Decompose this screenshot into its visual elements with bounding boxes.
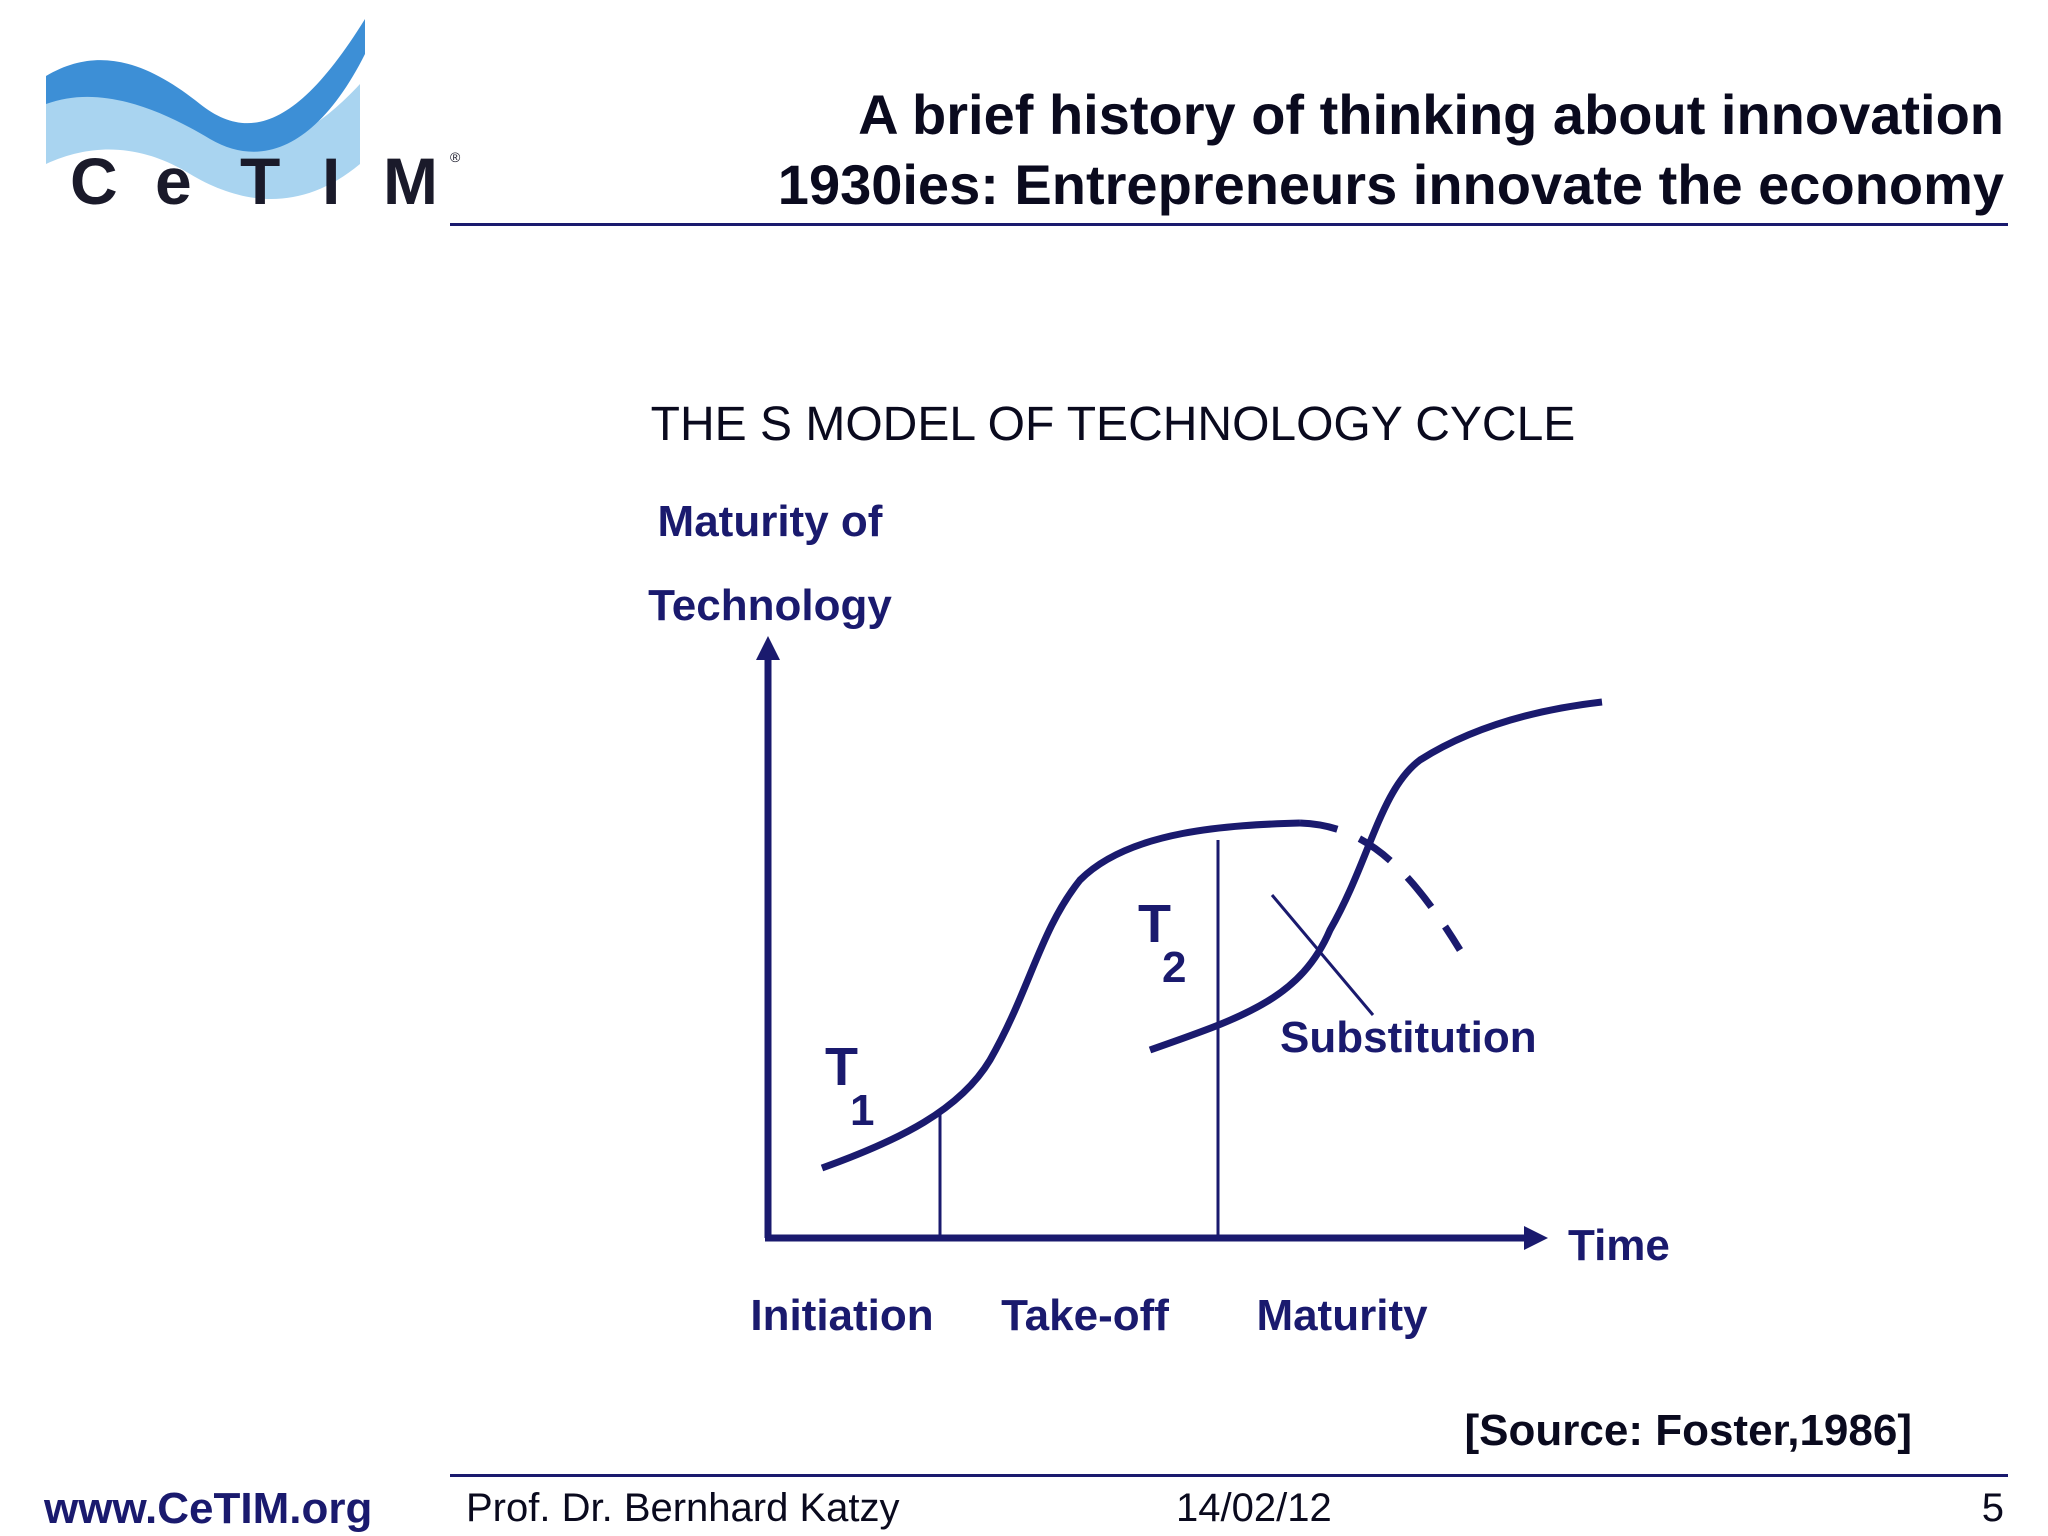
y-axis-label-line2: Technology (648, 581, 892, 630)
logo-letter-t: T (240, 144, 280, 218)
logo-wave-blue (46, 19, 365, 152)
t1-curve (820, 819, 1301, 1172)
t2-label: T (1138, 894, 1171, 954)
slide-title-line1: A brief history of thinking about innova… (858, 83, 2004, 146)
slide-title-line2: 1930ies: Entrepreneurs innovate the econ… (777, 153, 2004, 216)
logo-letter-i: I (322, 144, 340, 218)
diagram-title: THE S MODEL OF TECHNOLOGY CYCLE (651, 398, 1576, 451)
y-axis-arrowhead (756, 636, 780, 660)
x-axis-label: Time (1568, 1221, 1670, 1270)
cetim-logo: C e T I M ® (40, 14, 470, 224)
t1-label: T (825, 1037, 858, 1097)
logo-registered-mark: ® (450, 149, 461, 165)
footer-url[interactable]: www.CeTIM.org (44, 1484, 373, 1533)
footer-date: 14/02/12 (1176, 1486, 1332, 1530)
y-axis-label-line1: Maturity of (658, 497, 883, 546)
t2-label-subscript: 2 (1162, 943, 1186, 992)
t2-curve (1148, 698, 1603, 1054)
substitution-label: Substitution (1280, 1013, 1537, 1062)
footer-divider (450, 1474, 2008, 1477)
x-axis-arrowhead (1524, 1226, 1548, 1250)
logo-letter-e: e (155, 144, 192, 218)
phase-label-maturity: Maturity (1256, 1291, 1428, 1340)
t1-decline-dashed (1299, 819, 1463, 952)
phase-label-initiation: Initiation (750, 1291, 933, 1340)
footer-author: Prof. Dr. Bernhard Katzy (466, 1486, 900, 1530)
substitution-pointer (1270, 894, 1375, 1016)
source-citation: [Source: Foster,1986] (1464, 1406, 1913, 1455)
t1-label-subscript: 1 (850, 1086, 874, 1135)
header-divider (450, 223, 2008, 226)
slide-title: A brief history of thinking about innova… (778, 80, 2004, 220)
page-number: 5 (1981, 1486, 2004, 1530)
logo-letter-m: M (383, 144, 438, 218)
logo-letter-c: C (70, 144, 118, 218)
phase-label-takeoff: Take-off (1001, 1291, 1169, 1340)
